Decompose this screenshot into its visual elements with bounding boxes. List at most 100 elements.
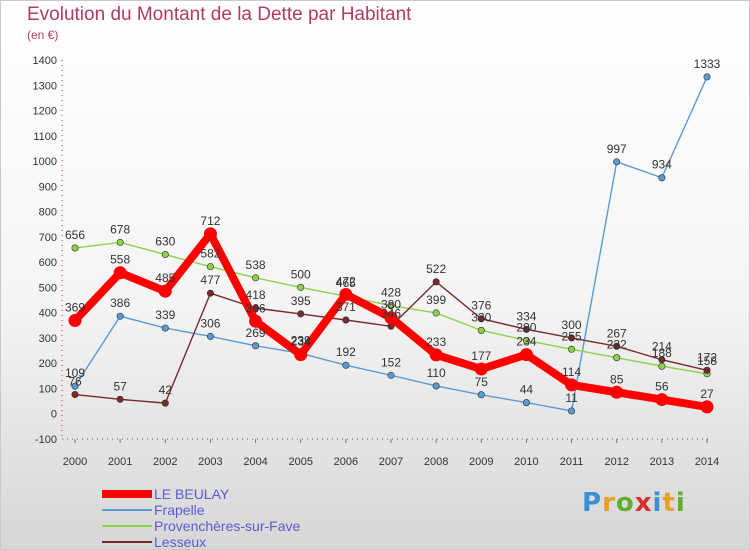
data-label: 234	[516, 335, 536, 349]
data-point	[658, 356, 666, 364]
data-point	[116, 238, 124, 246]
data-point	[297, 310, 305, 318]
y-tick-label: 200	[39, 358, 57, 370]
y-tick-label: 1300	[33, 80, 57, 92]
x-tick-label: 2013	[650, 456, 674, 468]
data-label: 110	[427, 366, 446, 380]
data-point	[206, 332, 214, 340]
data-point	[252, 342, 260, 350]
data-label: 177	[471, 349, 491, 363]
data-point	[519, 348, 533, 362]
data-label: 522	[426, 262, 446, 276]
data-label: 290	[516, 320, 536, 334]
data-label: 334	[516, 309, 536, 323]
data-label: 188	[652, 346, 672, 360]
data-point	[522, 336, 530, 344]
data-label: 114	[562, 365, 581, 379]
data-label: 172	[697, 350, 717, 364]
logo-letter: P	[582, 488, 603, 518]
data-point	[522, 325, 530, 333]
data-label: 267	[607, 326, 627, 340]
data-point	[613, 342, 621, 350]
data-point	[703, 73, 711, 81]
data-point	[429, 348, 443, 362]
x-tick-label: 2003	[198, 456, 222, 468]
data-point	[71, 244, 79, 252]
legend-label: Frapelle	[154, 502, 205, 518]
legend-swatch	[102, 509, 152, 511]
y-tick-label: 900	[39, 181, 57, 193]
chart-title: Evolution du Montant de la Dette par Hab…	[27, 4, 412, 25]
data-label: 234	[291, 335, 311, 349]
data-point	[655, 393, 669, 407]
data-label: 472	[336, 274, 356, 288]
data-label: 109	[65, 366, 85, 380]
chart-unit: (en €)	[27, 28, 59, 42]
data-point	[568, 407, 576, 415]
data-point	[161, 399, 169, 407]
y-tick-label: -100	[35, 434, 57, 446]
logo-letter: t	[662, 488, 676, 518]
data-point	[71, 382, 79, 390]
data-label: 158	[697, 354, 717, 368]
x-tick-label: 2002	[153, 456, 177, 468]
y-tick-label: 400	[39, 308, 57, 320]
data-label: 538	[246, 258, 266, 272]
legend-swatch	[102, 490, 152, 498]
data-label: 465	[336, 276, 356, 290]
data-point	[432, 278, 440, 286]
data-label: 1333	[694, 57, 721, 71]
y-tick-label: 1400	[33, 55, 57, 67]
data-label: 997	[607, 142, 627, 156]
data-point	[203, 227, 217, 241]
logo-letter: x	[634, 488, 653, 518]
data-label: 339	[155, 308, 175, 322]
data-label: 500	[291, 267, 311, 281]
y-tick-label: 1000	[33, 156, 57, 168]
data-label: 330	[471, 310, 491, 324]
data-point	[342, 361, 350, 369]
data-point	[387, 302, 395, 310]
logo-letter: o	[615, 488, 635, 518]
data-label: 85	[610, 372, 624, 386]
x-tick-label: 2012	[604, 456, 628, 468]
data-point	[432, 309, 440, 317]
data-point	[116, 312, 124, 320]
data-point	[68, 313, 82, 327]
data-point	[522, 399, 530, 407]
data-label: 75	[475, 375, 489, 389]
data-label: 558	[110, 253, 130, 267]
data-label: 582	[200, 247, 220, 261]
data-point	[474, 362, 488, 376]
y-tick-label: 300	[39, 333, 57, 345]
x-tick-label: 2006	[334, 456, 358, 468]
data-point	[610, 385, 624, 399]
data-point	[116, 395, 124, 403]
data-point	[700, 400, 714, 414]
legend-label: LE BEULAY	[154, 486, 230, 502]
y-tick-label: 500	[39, 282, 57, 294]
data-label: 42	[159, 383, 173, 397]
data-label: 678	[110, 222, 130, 236]
logo-letter: r	[602, 488, 616, 518]
y-tick-label: 700	[39, 232, 57, 244]
data-label: 428	[381, 286, 401, 300]
x-tick-label: 2001	[108, 456, 132, 468]
data-label: 152	[381, 355, 401, 369]
x-tick-label: 2004	[243, 456, 267, 468]
x-tick-label: 2007	[379, 456, 403, 468]
data-point	[297, 283, 305, 291]
logo-letter: i	[652, 488, 663, 518]
logo-letter: i	[675, 488, 686, 518]
data-point	[387, 371, 395, 379]
data-point	[206, 263, 214, 271]
data-label: 233	[426, 335, 446, 349]
data-label: 477	[200, 273, 220, 287]
legend-swatch	[102, 541, 152, 543]
data-point	[613, 354, 621, 362]
data-point	[658, 174, 666, 182]
data-point	[568, 345, 576, 353]
data-point	[568, 334, 576, 342]
x-tick-label: 2000	[63, 456, 87, 468]
